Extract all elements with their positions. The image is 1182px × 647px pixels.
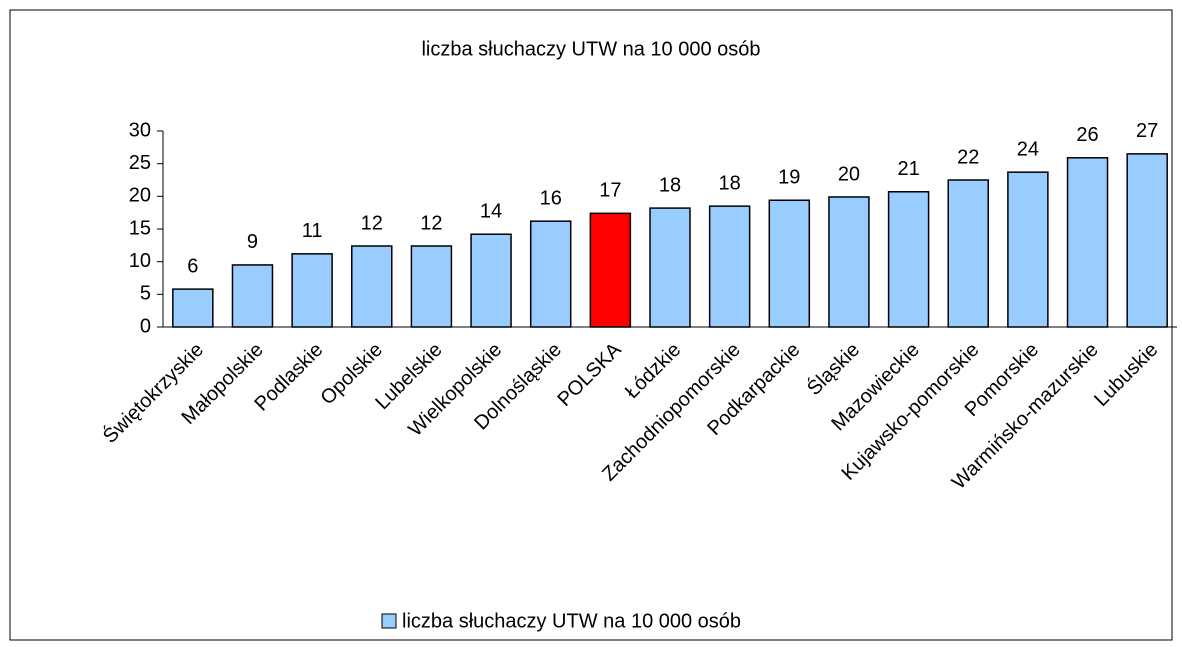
y-tick-label: 20 [129, 185, 151, 207]
value-label: 9 [247, 231, 258, 253]
value-label: 17 [599, 180, 621, 202]
value-label: 16 [540, 187, 562, 209]
bar [291, 253, 333, 328]
y-tick-label: 10 [129, 250, 151, 272]
y-tick-label: 15 [129, 217, 151, 239]
value-label: 24 [1017, 138, 1039, 160]
value-label: 18 [659, 174, 681, 196]
bar [470, 233, 512, 328]
value-label: 26 [1076, 124, 1098, 146]
value-label: 18 [719, 172, 741, 194]
chart-title: liczba słuchaczy UTW na 10 000 osób [421, 38, 760, 60]
bar [231, 264, 274, 328]
legend-label: liczba słuchaczy UTW na 10 000 osób [402, 610, 741, 632]
value-label: 14 [480, 201, 502, 223]
y-tick-label: 5 [140, 283, 151, 305]
bar [410, 245, 453, 328]
value-label: 27 [1136, 120, 1158, 142]
bar [1066, 157, 1109, 328]
bar [708, 205, 751, 328]
y-tick-label: 30 [129, 119, 151, 141]
bar [172, 288, 214, 328]
value-label: 12 [361, 212, 383, 234]
y-tick-label: 25 [129, 152, 151, 174]
value-label: 6 [187, 255, 198, 277]
bar [768, 199, 811, 328]
value-label: 21 [897, 158, 919, 180]
bar [1007, 171, 1049, 328]
bar [649, 207, 691, 328]
bar [351, 245, 393, 328]
value-label: 19 [778, 167, 800, 189]
bar [1126, 153, 1168, 328]
bar [589, 212, 632, 328]
legend-swatch [381, 613, 397, 629]
bar [947, 179, 989, 328]
value-label: 11 [302, 220, 323, 242]
value-label: 22 [957, 146, 979, 168]
bar [828, 196, 870, 328]
value-label: 20 [838, 163, 860, 185]
value-label: 12 [420, 212, 442, 234]
bar [529, 220, 572, 328]
bar [887, 191, 930, 328]
y-tick-label: 0 [140, 315, 151, 337]
